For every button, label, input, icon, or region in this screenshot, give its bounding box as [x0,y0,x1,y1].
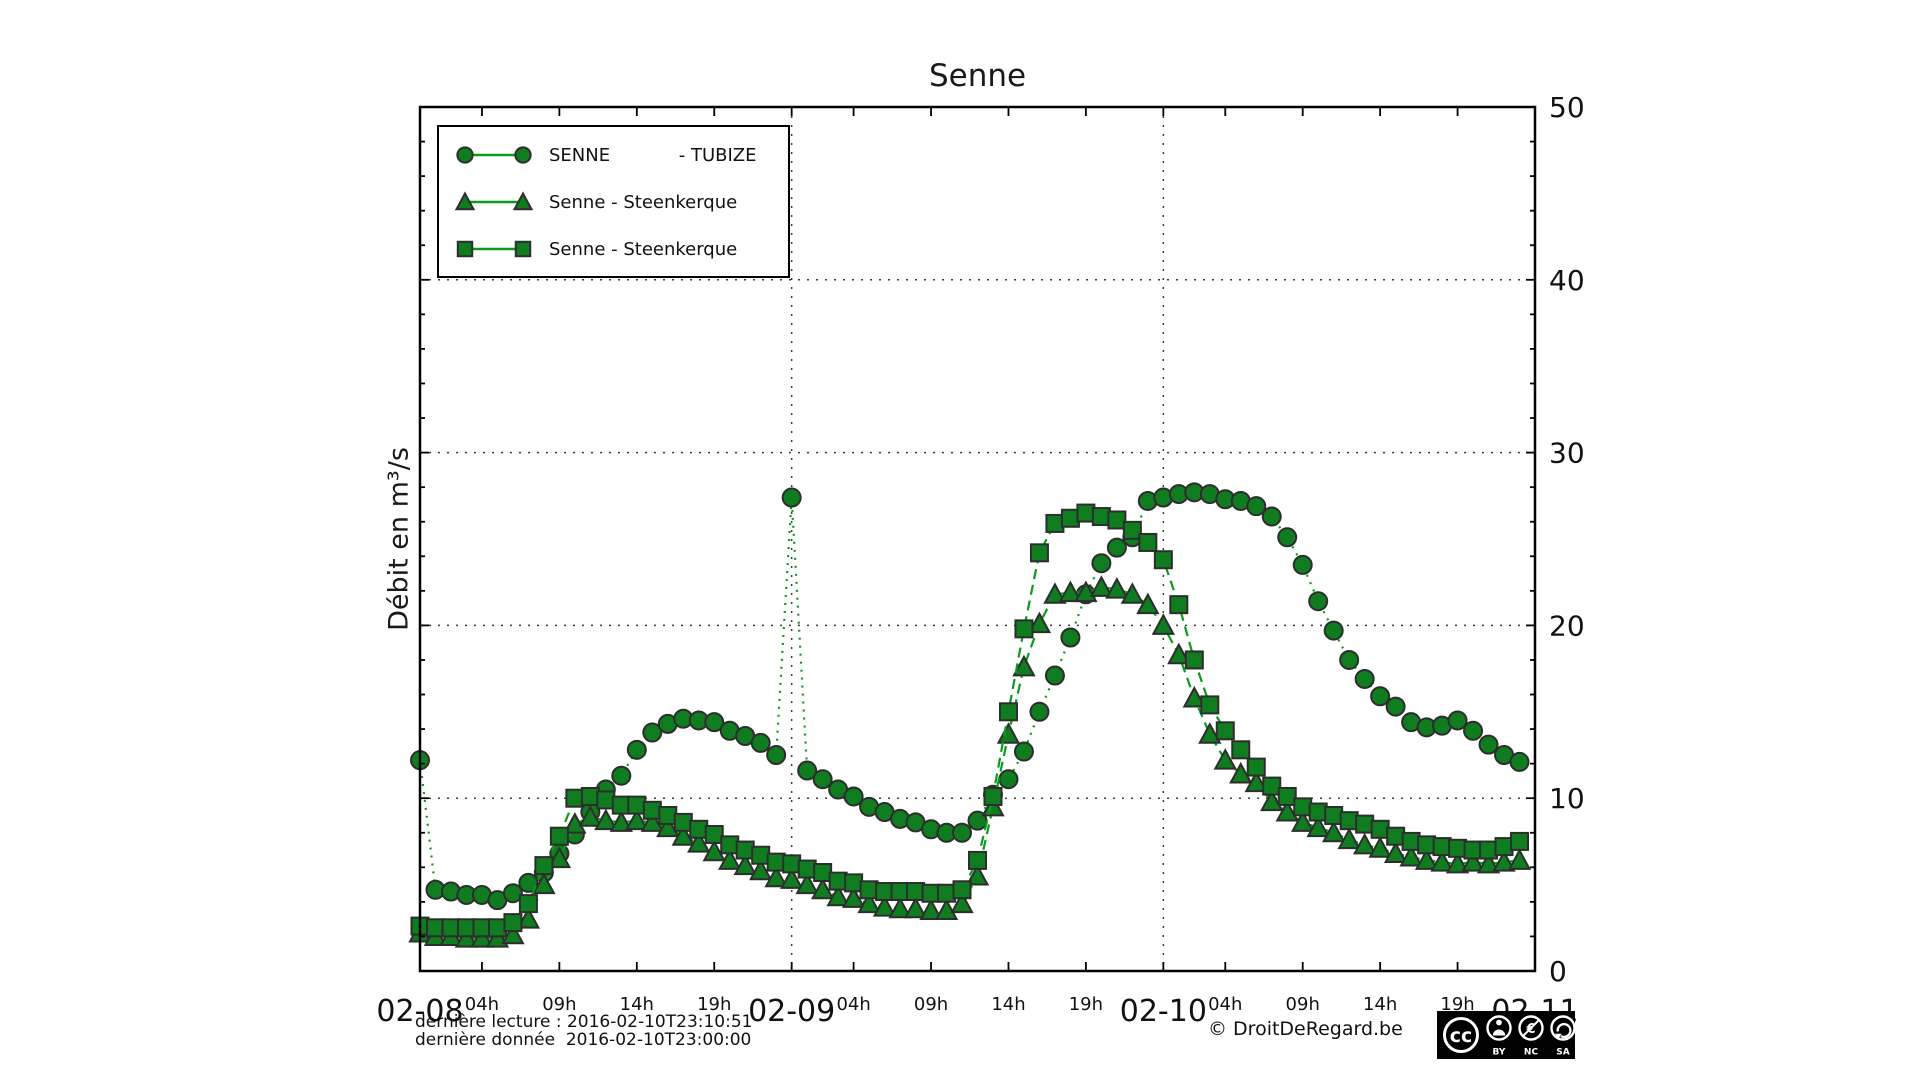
x-tick-label: 04h [465,994,499,1015]
svg-text:cc: cc [1450,1025,1473,1047]
x-tick-label: 02-09 [748,994,835,1029]
legend-label: Senne - Steenkerque [549,191,738,213]
x-tick-label: 09h [914,994,948,1015]
x-tick-label: 19h [1440,994,1474,1015]
x-tick-label: 19h [697,994,731,1015]
cc-nc-icon: € [1518,1015,1544,1041]
y-tick-label: 30 [1549,437,1585,470]
x-tick-label: 04h [1208,994,1242,1015]
legend-label: SENNE - TUBIZE [549,144,757,166]
x-tick-label: 04h [836,994,870,1015]
legend-marker-square [456,240,532,258]
y-axis-label: Débit en m³/s [383,447,415,631]
legend-marker-triangle [454,191,534,211]
x-tick-label: 14h [1363,994,1397,1015]
cc-by-label: BY [1493,1048,1506,1058]
last-data-text: dernière donnée 2016-02-10T23:00:00 [415,1030,752,1050]
legend-item-steenkerque-1: Senne - Steenkerque [451,185,788,219]
y-tick-label: 40 [1549,264,1585,297]
series-senne-steenkerque-2 [410,503,1530,938]
x-tick-label: 02-08 [376,994,463,1029]
gridlines [420,107,1535,971]
x-tick-label: 09h [1286,994,1320,1015]
x-tick-label: 14h [991,994,1025,1015]
x-tick-label: 19h [1069,994,1103,1015]
last-reading-text: dernière lecture : 2016-02-10T23:10:51 [415,1012,753,1032]
y-tick-label: 10 [1549,782,1585,815]
axis-ticks [419,106,1536,972]
legend-item-steenkerque-2: Senne - Steenkerque [451,232,788,266]
cc-by-icon [1486,1015,1512,1041]
legend-box: SENNE - TUBIZE Senne - Steenkerque Senne… [437,125,790,278]
x-tick-label: 02-10 [1120,994,1207,1029]
cc-nc-label: NC [1524,1048,1539,1058]
legend-marker-circle [456,146,532,164]
copyright-text: © DroitDeRegard.be [1208,1018,1403,1040]
y-tick-label: 20 [1549,609,1585,642]
cc-sa-label: SA [1556,1048,1569,1058]
series-senne-tubize [410,482,1530,911]
x-tick-label: 14h [620,994,654,1015]
y-tick-label: 50 [1549,91,1585,124]
plot-border [418,105,1537,973]
y-tick-label: 0 [1549,955,1567,988]
legend-item-tubize: SENNE - TUBIZE [451,138,788,172]
x-tick-label: 09h [542,994,576,1015]
cc-sa-icon [1550,1015,1575,1041]
legend-label: Senne - Steenkerque [549,238,738,260]
cc-license-badge: cc € BY NC SA [1437,1011,1575,1059]
y-tick-labels: 0 10 20 30 40 50 [1549,91,1585,988]
page-title: Senne [928,58,1027,94]
cc-icon: cc [1443,1017,1479,1053]
